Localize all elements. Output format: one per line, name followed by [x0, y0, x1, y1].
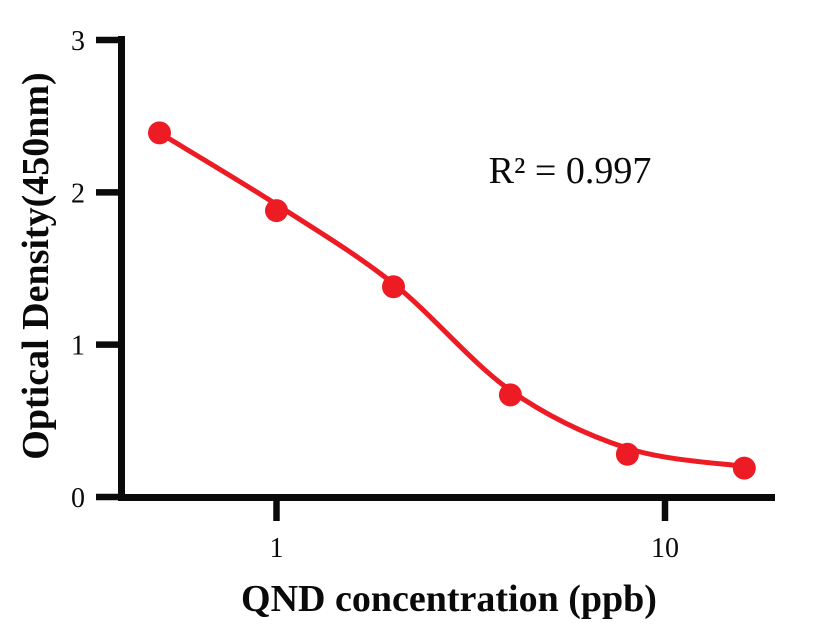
data-point [148, 121, 171, 145]
data-point [265, 199, 288, 223]
data-point [382, 275, 405, 299]
y-axis-title: Optical Density(450nm) [15, 72, 57, 459]
data-point [732, 456, 756, 480]
data-point [615, 442, 639, 466]
data-points [148, 121, 756, 480]
x-tick-label: 10 [651, 533, 679, 564]
y-tick-label: 2 [71, 178, 85, 209]
y-tick-label: 1 [71, 331, 85, 362]
data-point [498, 383, 522, 407]
y-ticks: 0 1 2 3 [71, 26, 121, 514]
x-tick-label: 1 [270, 533, 284, 564]
x-axis-title: QND concentration (ppb) [241, 578, 657, 620]
axes [118, 36, 775, 501]
r-squared-annotation: R² = 0.997 [489, 150, 652, 192]
fit-curve-line [157, 130, 747, 469]
y-tick-label: 3 [71, 26, 85, 57]
y-tick-label: 0 [71, 483, 85, 514]
x-ticks: 1 10 [270, 497, 679, 564]
